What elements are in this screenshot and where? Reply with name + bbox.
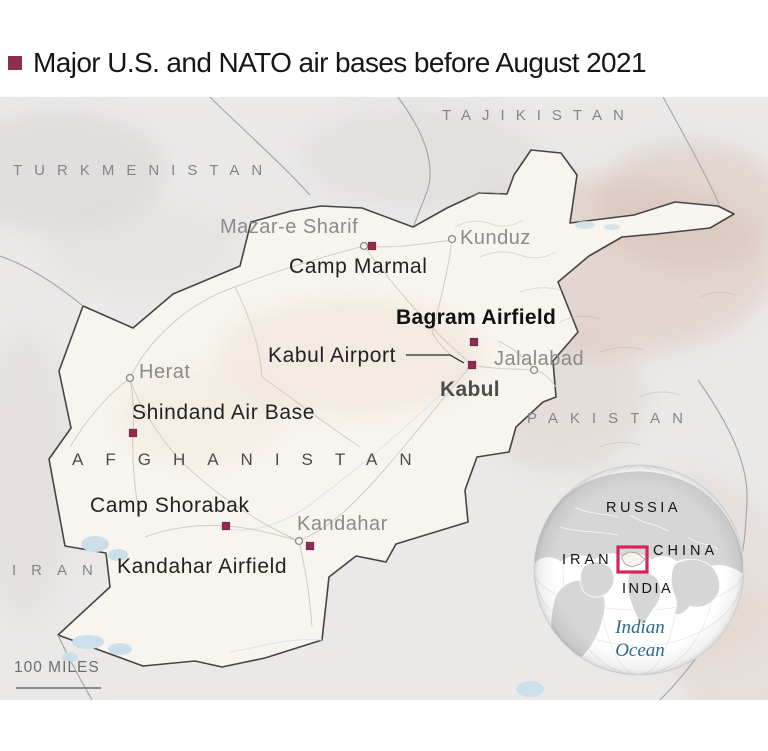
city-marker-herat [125, 373, 135, 383]
inset-highlight-box [616, 545, 649, 574]
page-title: Major U.S. and NATO air bases before Aug… [33, 47, 647, 78]
city-marker-jalalabad [529, 365, 539, 375]
city-marker-kunduz [447, 234, 457, 244]
inset-label-india: INDIA [622, 581, 674, 597]
afghanistan-map: TURKMENISTAN TAJIKISTAN PAKISTAN IRAN AF… [0, 97, 768, 700]
map-artwork [0, 97, 768, 700]
city-markers [125, 234, 539, 546]
base-marker-kandahar-airfield [305, 541, 315, 551]
country-label-iran: IRAN [12, 562, 108, 579]
country-label-tajikistan: TAJIKISTAN [442, 107, 635, 124]
city-marker-mazar [359, 241, 369, 251]
base-marker-camp-marmal [367, 241, 377, 251]
inset-label-china: CHINA [653, 543, 719, 559]
inset-label-indian-ocean-line1: Indian [615, 617, 665, 638]
country-label-turkmenistan: TURKMENISTAN [13, 162, 275, 179]
mountain-ridges [454, 191, 737, 498]
base-label-shindand: Shindand Air Base [132, 401, 315, 424]
scale-label: 100 MILES [14, 659, 100, 676]
base-markers [128, 241, 479, 551]
base-marker-kabul-airport [467, 360, 477, 370]
base-marker-bagram [469, 337, 479, 347]
city-label-jalalabad: Jalalabad [494, 348, 585, 370]
city-label-herat: Herat [139, 361, 191, 383]
city-label-kunduz: Kunduz [460, 227, 531, 249]
base-label-bagram: Bagram Airfield [396, 306, 557, 329]
base-label-kabul-airport: Kabul Airport [268, 344, 397, 367]
header: Major U.S. and NATO air bases before Aug… [0, 44, 768, 88]
base-marker-shindand [128, 428, 138, 438]
city-label-kabul: Kabul [440, 378, 500, 401]
water-bodies [62, 221, 620, 697]
air-base-square-icon [8, 56, 22, 70]
city-marker-kandahar [294, 536, 304, 546]
inset-label-russia: RUSSIA [606, 500, 681, 516]
inset-label-indian-ocean-line2: Ocean [615, 640, 665, 661]
base-label-shorabak: Camp Shorabak [90, 494, 250, 517]
inset-afghanistan-shape [621, 551, 646, 568]
city-label-kandahar: Kandahar [297, 513, 388, 535]
base-label-kandahar-airfield: Kandahar Airfield [117, 555, 288, 578]
neighbor-borders [0, 97, 748, 700]
country-label-pakistan: PAKISTAN [527, 410, 695, 427]
base-marker-shorabak [221, 521, 231, 531]
base-label-camp-marmal: Camp Marmal [289, 255, 428, 278]
city-label-mazar: Mazar-e Sharif [220, 216, 359, 238]
rivers [219, 364, 471, 653]
kabul-airport-leader-line [406, 354, 465, 364]
inset-label-iran: IRAN [562, 552, 613, 568]
country-label-afghanistan: AFGHANISTAN [72, 450, 434, 469]
inset-globe [533, 464, 745, 676]
